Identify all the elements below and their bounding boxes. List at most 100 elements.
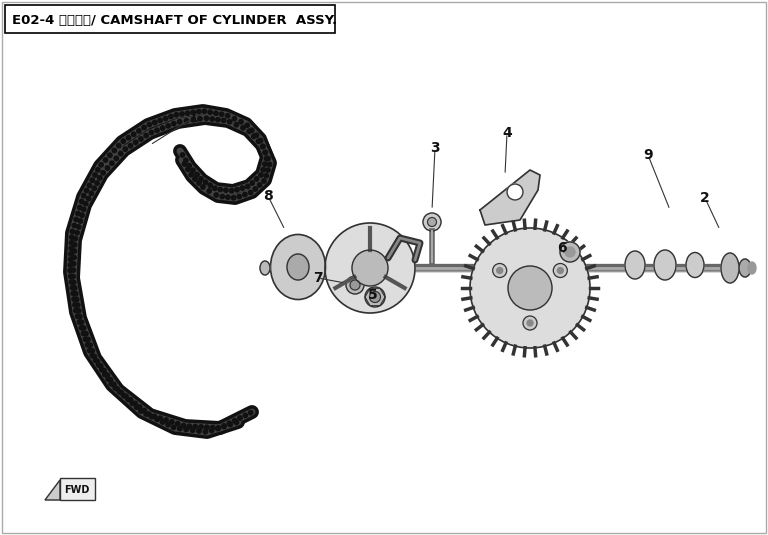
Circle shape: [123, 147, 127, 151]
Circle shape: [80, 213, 84, 217]
Circle shape: [133, 401, 137, 406]
Circle shape: [164, 418, 168, 422]
Circle shape: [204, 116, 209, 120]
Circle shape: [238, 416, 242, 420]
Circle shape: [210, 117, 214, 121]
Circle shape: [164, 116, 167, 121]
Circle shape: [523, 316, 537, 330]
Circle shape: [142, 125, 146, 130]
FancyBboxPatch shape: [60, 478, 95, 500]
Text: 4: 4: [502, 126, 512, 140]
Circle shape: [108, 378, 113, 382]
Circle shape: [184, 119, 189, 123]
Circle shape: [197, 117, 202, 121]
Circle shape: [105, 373, 110, 377]
Circle shape: [227, 421, 231, 425]
Circle shape: [226, 113, 230, 118]
Circle shape: [202, 109, 207, 113]
Circle shape: [222, 424, 227, 428]
Circle shape: [119, 391, 124, 395]
Circle shape: [70, 230, 74, 234]
Circle shape: [78, 205, 82, 210]
Circle shape: [68, 269, 72, 273]
Circle shape: [72, 249, 77, 253]
Circle shape: [88, 348, 91, 353]
Circle shape: [85, 342, 90, 347]
Circle shape: [81, 326, 86, 330]
Circle shape: [240, 186, 244, 190]
Circle shape: [161, 126, 165, 130]
Circle shape: [93, 358, 98, 362]
Circle shape: [246, 184, 250, 189]
Circle shape: [144, 133, 148, 137]
Circle shape: [171, 425, 176, 430]
Circle shape: [185, 111, 190, 116]
Circle shape: [213, 186, 217, 190]
Circle shape: [100, 368, 104, 372]
Circle shape: [72, 242, 77, 247]
Circle shape: [210, 429, 214, 433]
Circle shape: [260, 144, 265, 149]
Text: 6: 6: [558, 241, 567, 255]
Circle shape: [152, 414, 157, 418]
Circle shape: [243, 192, 247, 197]
Circle shape: [223, 188, 228, 193]
Circle shape: [325, 223, 415, 313]
Circle shape: [199, 177, 204, 181]
Circle shape: [176, 422, 180, 426]
Circle shape: [73, 236, 78, 241]
Circle shape: [263, 162, 267, 166]
Circle shape: [243, 413, 247, 417]
Text: 2: 2: [700, 191, 710, 205]
Circle shape: [144, 412, 148, 416]
Circle shape: [69, 241, 74, 245]
Circle shape: [210, 425, 215, 430]
Circle shape: [90, 178, 94, 182]
Circle shape: [230, 189, 233, 193]
Circle shape: [131, 132, 136, 136]
Ellipse shape: [287, 254, 309, 280]
Circle shape: [68, 257, 73, 262]
Circle shape: [74, 297, 79, 302]
Circle shape: [106, 377, 111, 381]
Ellipse shape: [346, 276, 364, 294]
Circle shape: [74, 292, 78, 296]
Circle shape: [109, 381, 114, 386]
Circle shape: [508, 266, 552, 310]
Ellipse shape: [748, 262, 756, 274]
Circle shape: [220, 194, 224, 198]
Circle shape: [79, 320, 84, 325]
Circle shape: [93, 173, 98, 177]
Circle shape: [90, 349, 94, 353]
Circle shape: [565, 247, 575, 257]
Circle shape: [166, 124, 170, 128]
Circle shape: [234, 421, 239, 425]
Circle shape: [105, 166, 110, 170]
Circle shape: [247, 129, 251, 133]
Circle shape: [199, 425, 204, 429]
Circle shape: [83, 337, 88, 341]
Circle shape: [124, 394, 128, 399]
Circle shape: [98, 175, 102, 180]
Circle shape: [217, 426, 220, 430]
Circle shape: [92, 186, 97, 190]
Ellipse shape: [428, 218, 436, 226]
Circle shape: [174, 112, 179, 117]
Circle shape: [79, 200, 84, 204]
Circle shape: [147, 123, 151, 127]
Circle shape: [216, 426, 220, 431]
Circle shape: [245, 123, 250, 127]
Circle shape: [507, 184, 523, 200]
Circle shape: [267, 162, 272, 166]
Circle shape: [177, 119, 182, 124]
Circle shape: [558, 268, 563, 273]
Circle shape: [184, 427, 188, 432]
Circle shape: [118, 389, 121, 394]
Circle shape: [92, 354, 97, 359]
Circle shape: [248, 190, 253, 195]
Circle shape: [134, 405, 139, 409]
Circle shape: [95, 359, 100, 364]
Circle shape: [222, 424, 227, 429]
FancyBboxPatch shape: [5, 5, 335, 33]
Circle shape: [191, 110, 195, 114]
